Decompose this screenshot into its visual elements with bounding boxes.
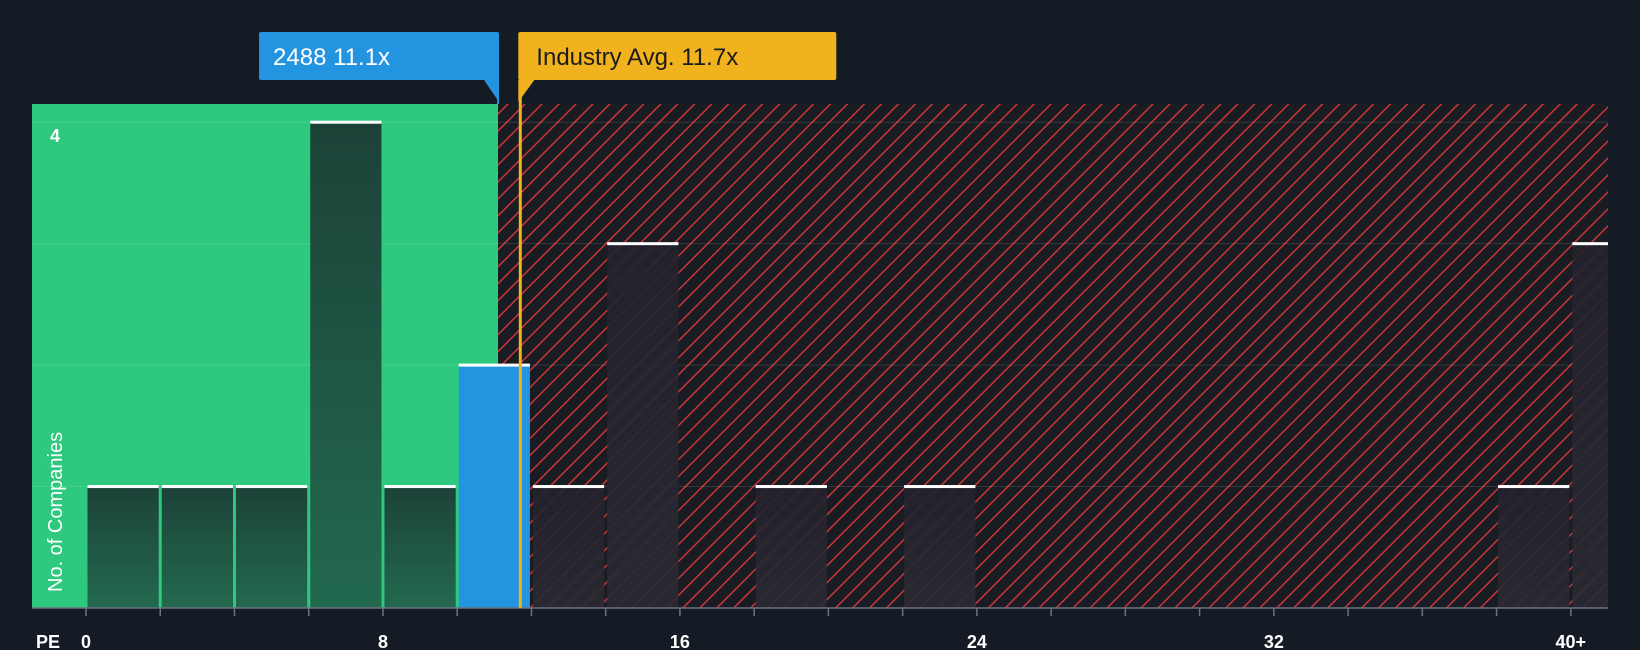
company-callout-box [259,32,500,80]
x-tick-label: 24 [967,632,987,650]
callouts: 2488 11.1x Industry Avg. 11.7x [259,32,837,608]
x-tick-label: 16 [670,632,690,650]
bar-top [87,485,159,489]
bar-top [904,485,976,489]
bar-top [607,242,679,246]
bar-top [755,485,827,489]
overvalued-region [498,104,1609,608]
bar [161,486,233,608]
industry-avg-callout-pointer [518,80,535,102]
x-axis-ticks: 0 8 16 24 32 40+ [81,608,1586,650]
histogram-bars [87,120,1608,609]
bar-top [161,485,233,489]
bar-top [532,485,605,489]
bar-top [458,363,530,367]
bar-top [310,120,382,124]
bar [87,486,159,608]
bar-top [1572,242,1608,246]
x-tick-label: 40+ [1556,632,1587,650]
company-callout-pointer [484,80,500,102]
bar [532,486,605,608]
industry-avg-callout-label: Industry Avg. 11.7x [536,44,738,71]
industry-avg-callout-box [518,32,837,80]
bar [1572,243,1608,608]
bar-top [235,485,308,489]
y-axis-label: No. of Companies [45,432,67,592]
y-tick-label: 4 [50,126,60,146]
x-tick-label: 0 [81,632,91,650]
bar [235,486,308,608]
bar [1498,486,1570,608]
bar [904,486,976,608]
x-tick-label: 32 [1264,632,1284,650]
y-axis-ticks: 4 [50,126,60,146]
x-tick-label: 8 [378,632,388,650]
x-axis-label: PE [36,632,60,650]
bar [755,486,827,608]
company-callout-label: 2488 11.1x [273,44,390,71]
bar-top [384,485,456,489]
bar [310,122,382,609]
bar-top [1498,485,1570,489]
bar [607,243,679,608]
bar [384,486,456,608]
bar-company [458,365,530,608]
